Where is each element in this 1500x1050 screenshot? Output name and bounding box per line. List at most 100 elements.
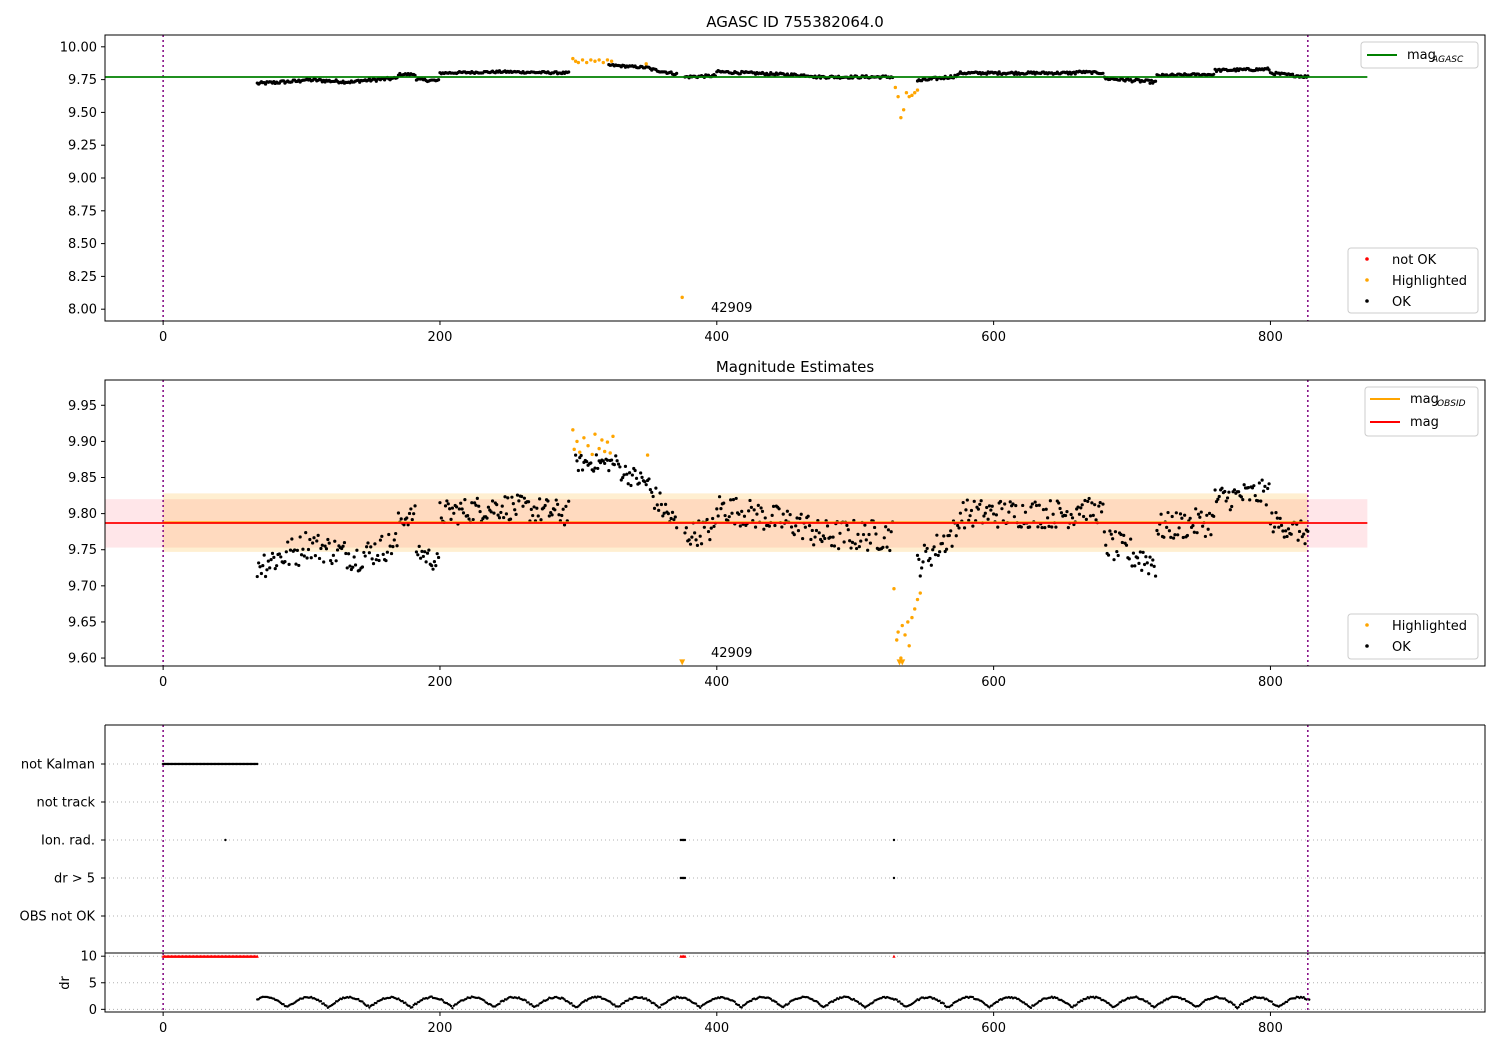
magest-ok-point bbox=[391, 545, 395, 549]
legend-mag-agasc-label: mag bbox=[1407, 48, 1436, 63]
dr-point bbox=[698, 1006, 702, 1010]
dr-point bbox=[322, 1002, 325, 1005]
magest-ok-point bbox=[672, 518, 676, 522]
magest-ok-point bbox=[1227, 490, 1231, 494]
magest-ok-point bbox=[1109, 532, 1113, 536]
magest-ok-point bbox=[1119, 532, 1123, 537]
magest-ok-point bbox=[1178, 512, 1183, 516]
magest-ok-point bbox=[968, 514, 972, 518]
magest-ok-point bbox=[352, 555, 356, 559]
magest-ok-point bbox=[1137, 561, 1141, 565]
magest-ok-point bbox=[1209, 533, 1213, 537]
magest-ok-point bbox=[363, 554, 367, 558]
magest-ok-point bbox=[789, 525, 794, 529]
dr-point bbox=[856, 1000, 860, 1004]
magest-ok-point bbox=[709, 526, 713, 530]
magest-ok-point bbox=[957, 526, 961, 530]
magest-ok-point bbox=[576, 468, 580, 473]
magest-ytick-label: 9.65 bbox=[68, 615, 97, 630]
magest-ok-point bbox=[662, 511, 666, 515]
magest-ok-point bbox=[803, 525, 807, 529]
magest-ok-point bbox=[500, 504, 504, 508]
panel-flags: not Kalman not track Ion. rad. dr > 5 OBS no… bbox=[20, 724, 1486, 953]
magest-ok-point bbox=[335, 548, 340, 552]
dr-point bbox=[1270, 1000, 1274, 1003]
magest-ok-point bbox=[962, 526, 967, 530]
magest-ok-point bbox=[708, 538, 712, 542]
magest-ok-point bbox=[705, 517, 709, 522]
magest-ok-point bbox=[716, 514, 720, 518]
dr-point bbox=[502, 999, 505, 1003]
magest-ok-point bbox=[983, 511, 987, 515]
magest-ok-point bbox=[810, 528, 814, 533]
panel-agasc-annotation: 42909 bbox=[711, 301, 752, 316]
magest-ok-point bbox=[979, 499, 983, 503]
magest-ok-point bbox=[287, 562, 291, 567]
agasc-ok-point bbox=[1153, 79, 1158, 83]
panel-dr-ticks: 0 200 400 600 800 0 5 10 bbox=[80, 950, 1282, 1036]
magest-ok-point bbox=[1127, 557, 1131, 561]
magest-ok-point bbox=[627, 471, 632, 475]
magest-ok-point bbox=[371, 561, 376, 566]
magest-highlighted-point bbox=[910, 615, 914, 620]
panel-dr-ylabel: dr bbox=[58, 976, 73, 990]
magest-ok-point bbox=[1028, 525, 1032, 529]
magest-ok-point bbox=[508, 517, 513, 521]
magest-ok-point bbox=[1151, 558, 1155, 562]
magest-ok-point bbox=[702, 525, 706, 529]
magest-ok-point bbox=[594, 453, 598, 457]
dr-point bbox=[1148, 1002, 1152, 1005]
magest-ok-point bbox=[967, 518, 971, 522]
dr-capped-point bbox=[892, 954, 896, 958]
magest-ok-point bbox=[1148, 555, 1152, 559]
agasc-ytick-label: 9.50 bbox=[68, 106, 97, 121]
dr-xtick-label: 0 bbox=[159, 1021, 167, 1036]
magest-ok-point bbox=[370, 557, 374, 561]
dr-point bbox=[1302, 996, 1305, 999]
flag-label: not Kalman bbox=[21, 758, 95, 773]
magest-ok-point bbox=[1174, 511, 1178, 515]
magest-highlighted-point bbox=[900, 623, 904, 628]
magest-ok-point bbox=[298, 535, 302, 539]
magest-ok-point bbox=[1090, 501, 1094, 505]
dr-point bbox=[404, 1001, 407, 1004]
agasc-ok-point bbox=[436, 78, 441, 82]
magest-ok-point bbox=[830, 543, 834, 548]
magest-ok-point bbox=[603, 461, 607, 466]
magest-ok-point bbox=[964, 508, 968, 512]
magest-ok-point bbox=[658, 491, 662, 495]
magest-ok-point bbox=[436, 555, 441, 560]
magest-ok-point bbox=[630, 473, 634, 477]
magest-ok-point bbox=[514, 512, 518, 516]
magest-ok-point bbox=[737, 512, 741, 516]
magest-ok-point bbox=[673, 515, 677, 519]
flag-point bbox=[892, 838, 896, 842]
magest-ok-point bbox=[820, 539, 824, 544]
magest-ok-point bbox=[825, 524, 830, 528]
agasc-ok-point bbox=[1267, 68, 1271, 72]
magest-ok-point bbox=[329, 559, 333, 563]
agasc-ok-point bbox=[1147, 78, 1151, 82]
magest-ok-point bbox=[794, 524, 798, 528]
magest-ok-point bbox=[502, 515, 506, 520]
magest-ok-point bbox=[845, 523, 849, 528]
magest-ok-point bbox=[1165, 525, 1169, 529]
magest-ok-point bbox=[747, 509, 751, 513]
magest-ok-point bbox=[1207, 511, 1212, 515]
magest-ok-point bbox=[1169, 535, 1173, 539]
dr-point bbox=[917, 998, 921, 1002]
magest-ok-point bbox=[651, 494, 655, 499]
magest-ok-point bbox=[1239, 495, 1243, 499]
magest-ok-point bbox=[717, 495, 722, 499]
agasc-highlighted-point bbox=[576, 60, 581, 65]
dr-point bbox=[988, 1006, 991, 1009]
magest-ok-point bbox=[432, 560, 437, 564]
magest-ok-point bbox=[475, 496, 479, 500]
agasc-ok-point bbox=[675, 71, 679, 75]
magest-ok-point bbox=[1076, 505, 1080, 509]
magest-ok-point bbox=[1079, 506, 1083, 510]
agasc-highlighted-point bbox=[609, 59, 614, 63]
magest-ok-point bbox=[1191, 523, 1195, 528]
magest-ok-point bbox=[1142, 562, 1147, 567]
panel-agasc-ticks: 0 200 400 600 800 8.00 8.25 8.50 8.75 9.00 9.25 9.5… bbox=[60, 40, 1283, 345]
